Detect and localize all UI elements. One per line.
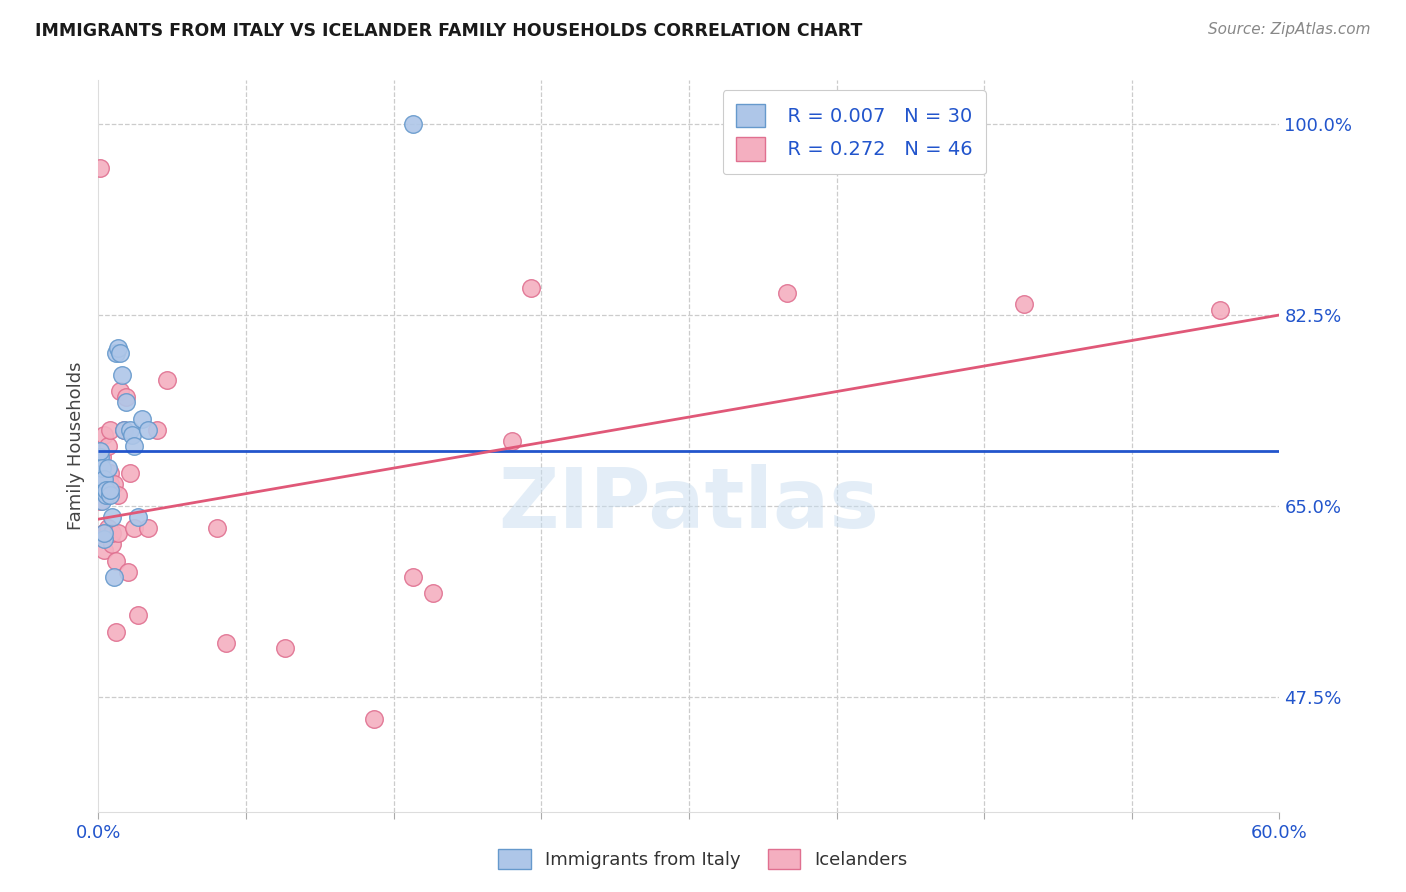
Point [101,526,124,541]
Point [131,411,153,425]
Point [97,460,120,475]
Point [89,450,111,464]
Point [127,510,149,524]
Y-axis label: Family Households: Family Households [66,362,84,530]
Point [136,423,159,437]
Point [1012,297,1035,311]
Point [105,554,128,568]
Point [215,635,238,649]
Point [105,346,128,360]
Point [111,368,134,382]
Point [93,526,115,541]
Point [103,477,125,491]
Point [112,423,135,437]
Point [121,428,143,442]
Point [101,510,124,524]
Point [93,542,115,557]
Point [108,346,131,360]
Point [422,586,444,600]
Point [98,488,121,502]
Point [501,434,523,448]
Point [122,521,145,535]
Point [93,526,115,541]
Point [93,472,115,486]
Point [122,439,145,453]
Point [274,640,297,655]
Point [136,521,159,535]
Point [363,712,385,726]
Text: IMMIGRANTS FROM ITALY VS ICELANDER FAMILY HOUSEHOLDS CORRELATION CHART: IMMIGRANTS FROM ITALY VS ICELANDER FAMIL… [35,22,862,40]
Point [96,488,118,502]
Point [93,428,115,442]
Point [98,423,121,437]
Point [112,423,135,437]
Point [156,374,179,388]
Point [91,483,114,497]
Point [107,526,129,541]
Point [89,455,111,469]
Point [89,483,111,497]
Point [1209,302,1232,317]
Point [101,537,124,551]
Point [91,493,114,508]
Point [98,477,121,491]
Point [93,532,115,546]
Point [115,395,138,409]
Point [105,624,128,639]
Point [402,117,425,131]
Point [96,483,118,497]
Point [402,570,425,584]
Point [835,117,858,131]
Point [91,450,114,464]
Point [91,460,114,475]
Legend: Immigrants from Italy, Icelanders: Immigrants from Italy, Icelanders [489,839,917,879]
Point [89,161,111,175]
Point [107,488,129,502]
Point [118,467,141,481]
Point [205,521,228,535]
Point [96,526,118,541]
Point [93,477,115,491]
Point [117,565,139,579]
Legend:   R = 0.007   N = 30,   R = 0.272   N = 46: R = 0.007 N = 30, R = 0.272 N = 46 [723,90,986,175]
Point [89,444,111,458]
Text: ZIPatlas: ZIPatlas [499,464,879,545]
Point [520,281,543,295]
Point [776,286,799,301]
Point [96,483,118,497]
Point [89,477,111,491]
Point [103,570,125,584]
Text: Source: ZipAtlas.com: Source: ZipAtlas.com [1208,22,1371,37]
Point [146,423,169,437]
Point [127,608,149,623]
Point [107,341,129,355]
Point [89,493,111,508]
Point [97,521,120,535]
Point [108,384,131,399]
Point [118,423,141,437]
Point [91,472,114,486]
Point [98,467,121,481]
Point [91,472,114,486]
Point [98,483,121,497]
Point [115,390,138,404]
Point [97,439,120,453]
